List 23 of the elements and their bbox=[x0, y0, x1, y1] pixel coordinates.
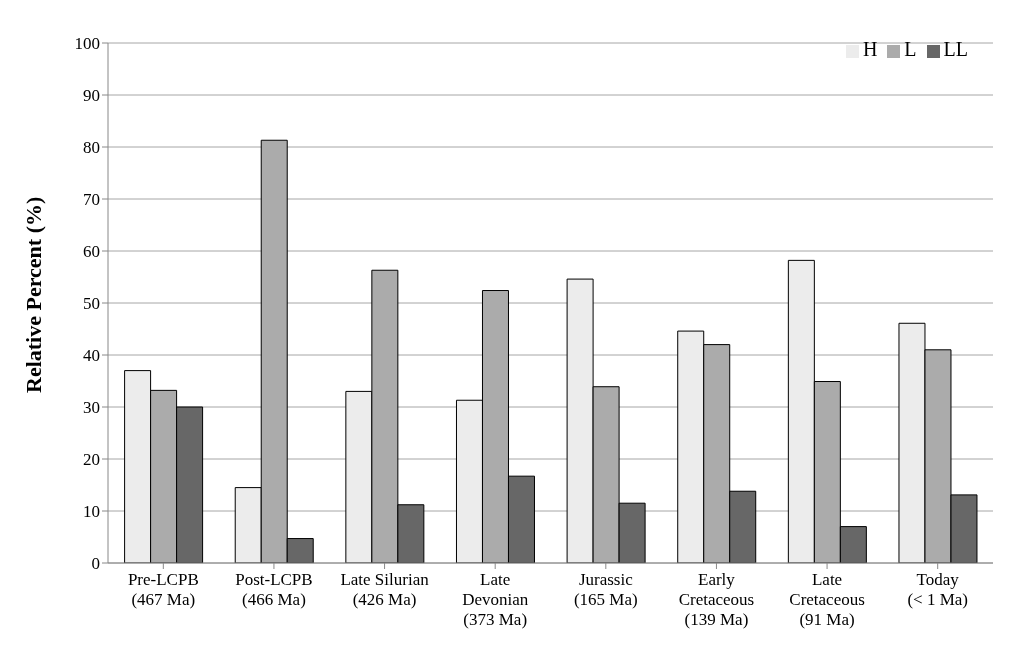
x-tick-label: Late Silurian (426 Ma) bbox=[340, 570, 430, 609]
x-tick-label: Post-LCPB (466 Ma) bbox=[235, 570, 313, 609]
x-tick-label: Jurassic (165 Ma) bbox=[573, 570, 638, 609]
y-tick-label: 30 bbox=[83, 398, 100, 418]
y-tick-label: 40 bbox=[83, 346, 100, 366]
legend-label: LL bbox=[943, 38, 968, 60]
x-tick-label: Late Cretaceous (91 Ma) bbox=[789, 570, 865, 629]
x-tick-label: Late Devonian (373 Ma) bbox=[462, 570, 529, 629]
y-tick-label: 50 bbox=[83, 294, 100, 314]
legend-label: H bbox=[862, 38, 878, 60]
legend-label: L bbox=[904, 38, 917, 60]
y-tick-label: 90 bbox=[83, 86, 100, 106]
y-tick-label: 70 bbox=[83, 190, 100, 210]
y-tick-label: 60 bbox=[83, 242, 100, 262]
x-tick-label: Today (< 1 Ma) bbox=[907, 570, 968, 609]
y-tick-label: 10 bbox=[83, 502, 100, 522]
x-tick-label: Early Cretaceous (139 Ma) bbox=[678, 570, 755, 629]
y-axis-title: Relative Percent (%) bbox=[20, 196, 46, 393]
y-tick-label: 0 bbox=[91, 554, 100, 574]
x-tick-label: Pre-LCPB (467 Ma) bbox=[127, 570, 199, 609]
y-tick-label: 80 bbox=[83, 138, 100, 158]
y-tick-label: 100 bbox=[74, 34, 100, 54]
y-tick-label: 20 bbox=[83, 450, 100, 470]
